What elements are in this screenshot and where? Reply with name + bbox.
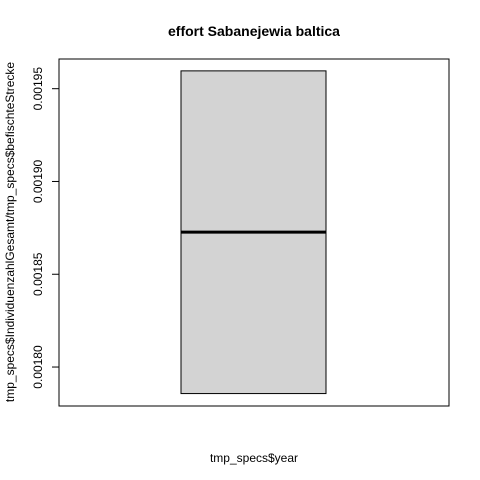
y-axis-label: tmp_specs$IndividuenzahlGesamt/tmp_specs… (3, 62, 17, 403)
y-axis: 0.00180 0.00185 0.00190 0.00195 (31, 67, 60, 389)
box-group (180, 70, 327, 395)
y-tick-label: 0.00180 (31, 345, 45, 389)
y-tick-label: 0.00195 (31, 67, 45, 111)
y-tick-label: 0.00185 (31, 252, 45, 296)
x-axis-label: tmp_specs$year (210, 451, 298, 465)
chart-title: effort Sabanejewia baltica (168, 23, 340, 39)
y-tick-label: 0.00190 (31, 159, 45, 203)
